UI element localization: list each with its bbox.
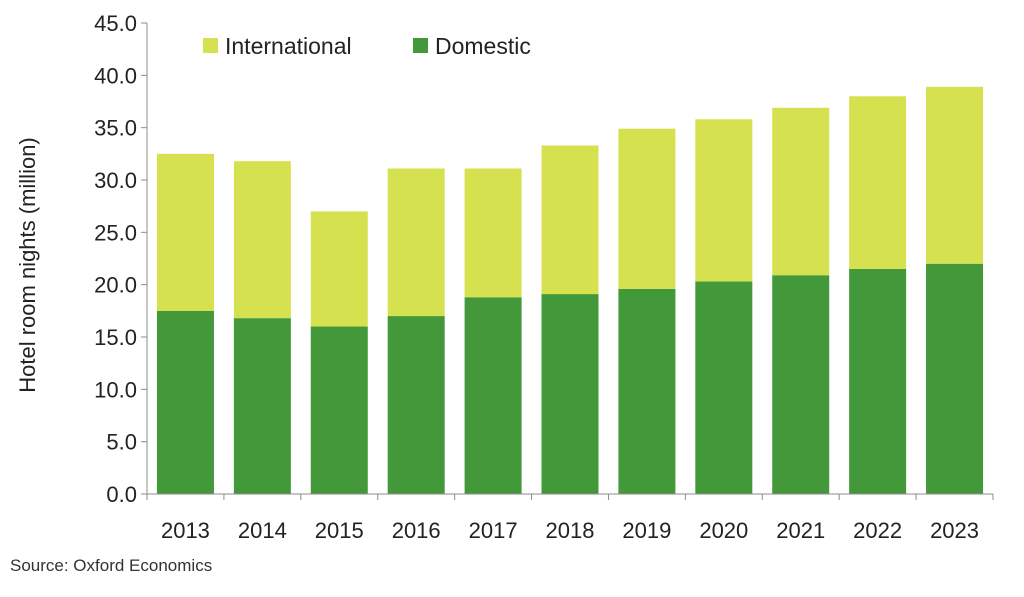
source-note: Source: Oxford Economics [10,556,213,575]
y-tick-label: 10.0 [94,377,137,402]
x-tick-label-2019: 2019 [622,518,671,543]
y-tick-label: 30.0 [94,168,137,193]
legend-label-domestic: Domestic [435,33,531,59]
bar-international-2014 [233,161,291,319]
y-tick-label: 20.0 [94,273,137,298]
bar-international-2023 [926,86,984,264]
y-tick-label: 5.0 [106,430,137,455]
bar-domestic-2013 [156,310,214,494]
legend-swatch-domestic [413,38,428,53]
bar-domestic-2015 [310,326,368,494]
bar-international-2020 [695,119,753,282]
axes-layer: 0.0 5.0 10.0 15.0 20.0 25.0 30.0 35.0 40.0 45.0 20… [94,11,994,543]
bar-domestic-2019 [618,288,676,494]
y-tick-label: 45.0 [94,11,137,36]
bar-international-2015 [310,211,368,327]
bar-international-2022 [849,96,907,269]
x-tick-label-2014: 2014 [238,518,287,543]
legend: International Domestic [203,33,531,59]
x-tick-label-2016: 2016 [392,518,441,543]
x-tick-label-2023: 2023 [930,518,979,543]
x-tick-label-2013: 2013 [161,518,210,543]
legend-label-international: International [225,33,352,59]
y-tick-label: 40.0 [94,63,137,88]
x-tick-label-2020: 2020 [699,518,748,543]
x-tick-label-2015: 2015 [315,518,364,543]
bar-domestic-2016 [387,316,445,494]
bar-international-2021 [772,107,830,276]
legend-swatch-international [203,38,218,53]
y-tick-label: 25.0 [94,220,137,245]
y-axis-title: Hotel room nights (million) [15,137,40,393]
bar-domestic-2023 [926,263,984,494]
bar-domestic-2020 [695,281,753,494]
bar-domestic-2018 [541,294,599,494]
x-tick-label-2022: 2022 [853,518,902,543]
y-axis-title-group: Hotel room nights (million) [15,137,40,393]
bar-domestic-2014 [233,318,291,494]
x-tick-label-2018: 2018 [546,518,595,543]
bar-international-2016 [387,168,445,317]
x-tick-label-2021: 2021 [776,518,825,543]
y-tick-label: 0.0 [106,482,137,507]
x-tick-label-2017: 2017 [469,518,518,543]
bar-international-2013 [156,153,214,311]
bar-domestic-2022 [849,268,907,494]
bar-international-2017 [464,168,522,298]
y-tick-label: 15.0 [94,325,137,350]
stacked-bar-chart: Hotel room nights (million) 0.0 5.0 10.0 15… [15,11,994,543]
bar-international-2018 [541,145,599,295]
bar-domestic-2021 [772,275,830,494]
bar-domestic-2017 [464,297,522,494]
y-tick-label: 35.0 [94,116,137,141]
bar-international-2019 [618,128,676,289]
bars-layer [156,86,984,494]
